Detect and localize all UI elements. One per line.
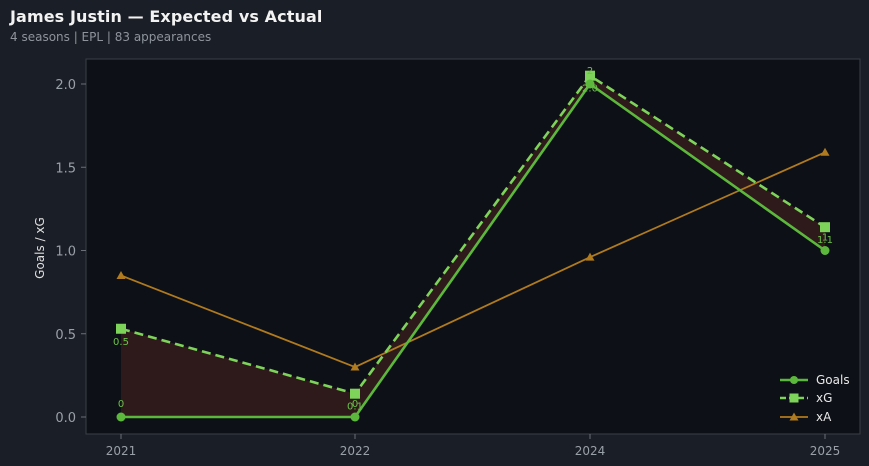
xg-value-label: 1.1 (817, 235, 833, 246)
legend-marker-goals (790, 376, 798, 384)
x-tick-label: 2022 (340, 444, 371, 458)
point-xa (116, 270, 126, 279)
series-line-xg (120, 74, 826, 395)
xg-value-label: 2.0 (582, 84, 598, 95)
x-tick-label: 2021 (106, 444, 137, 458)
goals-value-label: 1 (822, 233, 828, 244)
point-xg (585, 70, 595, 81)
y-tick-label: 1.0 (55, 245, 76, 260)
point-xg (116, 323, 126, 334)
x-tick-label: 2025 (810, 444, 841, 458)
legend: Goals xG xA (780, 373, 850, 424)
legend-label-xg: xG (816, 391, 832, 405)
series-line-goals (121, 82, 826, 419)
labels-layer: 0 0 2 1 0.5 0.1 2.0 1.1 (113, 66, 833, 413)
goals-value-label: 0 (352, 399, 358, 410)
legend-label-goals: Goals (816, 373, 850, 387)
point-xg (350, 388, 360, 399)
x-tick-label: 2024 (575, 444, 606, 458)
legend-marker-xa (789, 412, 799, 421)
fill-between-area (121, 75, 825, 418)
point-xa (350, 362, 360, 371)
series-line-xa (120, 151, 826, 368)
point-goals (820, 246, 830, 255)
y-tick-label: 2.0 (55, 78, 76, 93)
y-tick-label: 0.0 (55, 411, 76, 426)
goals-value-label: 2 (587, 66, 593, 77)
y-tick-label: 1.5 (55, 161, 76, 176)
point-goals (350, 412, 360, 422)
point-xg (820, 222, 830, 233)
legend-label-xa: xA (816, 410, 832, 424)
fill-layer (121, 75, 825, 418)
point-goals (116, 412, 126, 422)
point-xa (820, 147, 830, 156)
chart-title: James Justin — Expected vs Actual (10, 7, 323, 26)
point-xa (585, 252, 595, 261)
goals-value-label: 0 (118, 399, 124, 410)
series-layer (116, 70, 830, 422)
legend-marker-xg (789, 393, 799, 403)
y-axis-label: Goals / xG (33, 217, 47, 279)
xg-value-label: 0.1 (347, 402, 363, 413)
chart-subtitle: 4 seasons | EPL | 83 appearances (10, 30, 212, 44)
point-goals (585, 79, 595, 89)
xg-value-label: 0.5 (113, 337, 129, 348)
y-tick-label: 0.5 (55, 328, 76, 343)
axes-layer: 0.0 0.5 1.0 1.5 2.0 2021 2022 2024 2025 Goals / x… (33, 78, 840, 458)
